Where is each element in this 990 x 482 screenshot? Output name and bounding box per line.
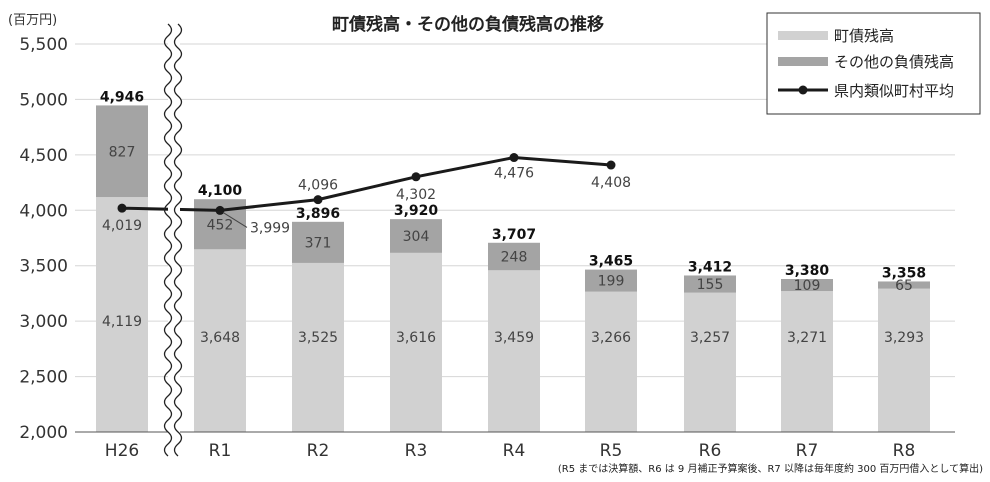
y-tick-label: 4,000 xyxy=(19,201,68,221)
x-tick-label: R7 xyxy=(796,441,819,461)
bond-label: 3,257 xyxy=(690,330,730,346)
bar-bond xyxy=(488,270,540,432)
x-tick-label: H26 xyxy=(105,441,139,461)
y-tick-label: 4,500 xyxy=(19,146,68,166)
bar-other xyxy=(585,269,637,292)
bar-bond xyxy=(684,292,736,432)
bar-other xyxy=(684,275,736,293)
x-tick-label: R8 xyxy=(893,441,916,461)
legend: 町債残高 その他の負債残高 県内類似町村平均 xyxy=(766,12,981,115)
bar-other xyxy=(96,105,148,198)
total-label: 4,100 xyxy=(198,183,243,199)
average-label: 4,476 xyxy=(494,166,534,182)
bond-label: 3,271 xyxy=(787,330,827,346)
y-axis: 2,000 2,500 3,000 3,500 4,000 4,500 5,000 5,500 xyxy=(19,35,68,443)
y-tick-label: 3,500 xyxy=(19,257,68,277)
bar-other xyxy=(292,221,344,263)
y-tick-label: 5,500 xyxy=(19,35,68,55)
bond-label: 3,648 xyxy=(200,330,240,346)
x-tick-label: R6 xyxy=(699,441,722,461)
x-tick-label: R2 xyxy=(307,441,330,461)
footnote: (R5 までは決算額、R6 は 9 月補正予算案後、R7 以降は毎年度約 300… xyxy=(558,462,983,475)
bar-bond xyxy=(194,249,246,432)
bar-other xyxy=(781,279,833,292)
x-tick-label: R4 xyxy=(503,441,526,461)
legend-marker-average xyxy=(798,85,808,95)
bar-other xyxy=(390,219,442,253)
average-label: 4,096 xyxy=(298,178,338,194)
bar-bond xyxy=(292,262,344,432)
total-label: 3,920 xyxy=(394,203,439,219)
average-point xyxy=(509,153,519,163)
bars xyxy=(96,105,930,432)
legend-swatch-bond xyxy=(778,31,828,40)
other-label: 304 xyxy=(403,229,430,245)
bond-label: 3,525 xyxy=(298,330,338,346)
legend-swatch-other xyxy=(778,57,828,66)
chart-title: 町債残高・その他の負債残高の推移 xyxy=(332,14,604,35)
average-label-leader xyxy=(222,211,248,228)
total-label: 3,465 xyxy=(589,254,633,270)
axis-break xyxy=(163,23,183,457)
y-tick-label: 2,000 xyxy=(19,423,68,443)
total-label: 3,358 xyxy=(882,265,926,281)
other-label: 248 xyxy=(501,250,528,266)
average-label: 4,019 xyxy=(102,218,142,234)
other-label: 827 xyxy=(109,144,136,160)
average-point xyxy=(215,205,225,215)
bar-bond xyxy=(585,291,637,432)
x-tick-label: R1 xyxy=(209,441,232,461)
x-tick-label: R3 xyxy=(405,441,428,461)
other-label: 371 xyxy=(305,235,332,251)
average-point xyxy=(411,172,421,182)
total-label: 3,707 xyxy=(492,227,536,243)
other-label: 155 xyxy=(697,277,724,293)
average-line xyxy=(117,153,616,215)
other-label: 452 xyxy=(207,217,234,233)
legend-label-bond: 町債残高 xyxy=(834,27,894,45)
bar-other xyxy=(488,242,540,271)
bar-bond xyxy=(96,197,148,432)
average-label: 4,408 xyxy=(591,175,631,191)
average-label: 4,302 xyxy=(396,187,436,203)
axis-break-wave-left xyxy=(163,23,173,457)
average-point xyxy=(117,203,127,213)
bar-bond xyxy=(390,252,442,432)
bar-bond xyxy=(878,288,930,432)
average-point xyxy=(313,195,323,205)
x-axis: H26 R1 R2 R3 R4 R5 R6 R7 R8 xyxy=(75,431,955,461)
y-unit-label: (百万円) xyxy=(8,13,57,28)
average-label: 3,999 xyxy=(250,220,290,236)
legend-label-average: 県内類似町村平均 xyxy=(834,82,954,100)
y-tick-label: 2,500 xyxy=(19,368,68,388)
other-label: 199 xyxy=(598,274,625,290)
other-label: 65 xyxy=(895,278,913,294)
total-label: 3,380 xyxy=(785,263,830,279)
total-label: 3,896 xyxy=(296,206,340,222)
x-tick-label: R5 xyxy=(600,441,623,461)
bond-label: 3,616 xyxy=(396,330,436,346)
bond-label: 3,293 xyxy=(884,330,924,346)
y-tick-label: 3,000 xyxy=(19,312,68,332)
data-labels: 4,119 827 4,946 3,648 452 4,100 3,525 371 3,896 3… xyxy=(100,89,926,346)
axis-break-wave-right xyxy=(173,23,183,457)
total-label: 3,412 xyxy=(688,259,732,275)
legend-label-other: その他の負債残高 xyxy=(834,53,954,71)
bar-other xyxy=(878,281,930,289)
bond-label: 4,119 xyxy=(102,314,142,330)
average-polyline xyxy=(121,156,612,212)
bond-label: 3,266 xyxy=(591,330,631,346)
bar-bond xyxy=(781,291,833,432)
total-label: 4,946 xyxy=(100,89,144,105)
legend-box xyxy=(766,12,981,115)
average-point xyxy=(606,160,616,170)
other-label: 109 xyxy=(794,278,821,294)
bond-label: 3,459 xyxy=(494,330,534,346)
y-tick-label: 5,000 xyxy=(19,90,68,110)
